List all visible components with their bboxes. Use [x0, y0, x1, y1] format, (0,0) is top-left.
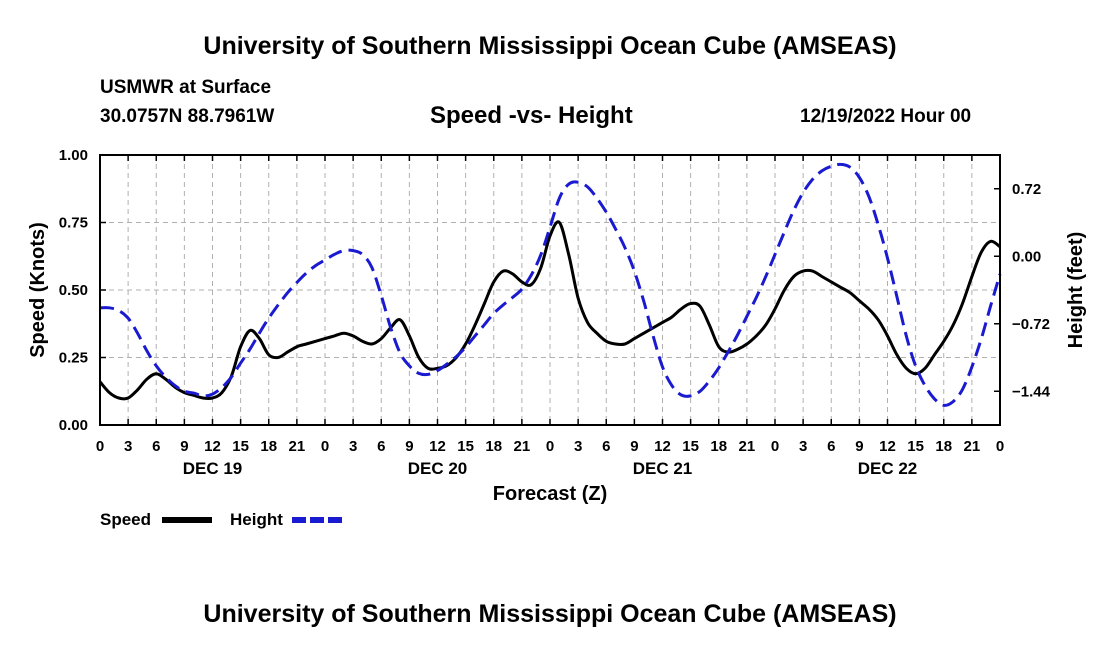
- x-tick-label: 12: [429, 438, 446, 455]
- x-tick-label: 3: [349, 438, 357, 455]
- x-tick-label: 3: [574, 438, 582, 455]
- speed-series-line: [98, 220, 1001, 401]
- x-tick-label: 9: [855, 438, 863, 455]
- y-tick-label: 0.75: [59, 215, 88, 232]
- x-tick-label: 18: [935, 438, 952, 455]
- x-tick-label: 18: [485, 438, 502, 455]
- x-tick-label: 15: [682, 438, 699, 455]
- x-tick-label: 0: [96, 438, 104, 455]
- x-tick-label: 3: [799, 438, 807, 455]
- x-tick-label: 12: [654, 438, 671, 455]
- x-tick-label: 6: [377, 438, 385, 455]
- x-tick-label: 6: [827, 438, 835, 455]
- x-tick-label: 15: [907, 438, 924, 455]
- y-axis-label: Speed (Knots): [27, 222, 49, 358]
- x-tick-label: 6: [152, 438, 160, 455]
- y-tick-label: 1.00: [59, 147, 88, 164]
- page-title-top: University of Southern Mississippi Ocean…: [203, 32, 897, 60]
- y2-tick-label: −0.72: [1012, 316, 1050, 333]
- chart-title: Speed -vs- Height: [430, 102, 633, 129]
- x-tick-label: 21: [964, 438, 981, 455]
- y2-tick-label: 0.72: [1012, 181, 1041, 198]
- legend: Speed Height: [100, 510, 342, 529]
- x-axis-label: Forecast (Z): [493, 483, 607, 505]
- y2-tick-label: 0.00: [1012, 248, 1041, 265]
- x-tick-label: 15: [232, 438, 249, 455]
- x-tick-label: 0: [321, 438, 329, 455]
- x-tick-label: 6: [602, 438, 610, 455]
- day-label: DEC 19: [183, 459, 243, 478]
- y-tick-label: 0.25: [59, 350, 88, 367]
- y2-tick-label: −1.44: [1012, 383, 1051, 400]
- x-tick-label: 9: [180, 438, 188, 455]
- axis-labels: 0 3 6 9 12 15 18 21 0 3 6 9 12 15 18 21 0 3 6 9 12 15 18 21 0 3 6 9…: [59, 147, 1051, 478]
- x-tick-label: 21: [739, 438, 756, 455]
- day-label: DEC 21: [633, 459, 693, 478]
- y-tick-label: 0.50: [59, 282, 88, 299]
- x-tick-label: 9: [630, 438, 638, 455]
- x-tick-label: 21: [289, 438, 306, 455]
- x-tick-label: 12: [879, 438, 896, 455]
- x-tick-label: 12: [204, 438, 221, 455]
- x-tick-label: 0: [996, 438, 1004, 455]
- legend-label-height: Height: [230, 510, 283, 529]
- legend-label-speed: Speed: [100, 510, 151, 529]
- y-tick-label: 0.00: [59, 417, 88, 434]
- page-title-bottom: University of Southern Mississippi Ocean…: [203, 600, 897, 628]
- date-label: 12/19/2022 Hour 00: [800, 106, 972, 127]
- x-tick-label: 21: [514, 438, 531, 455]
- x-tick-label: 9: [405, 438, 413, 455]
- y2-axis-label: Height (feet): [1065, 232, 1087, 349]
- axis-ticks: [99, 154, 1001, 426]
- x-tick-label: 0: [546, 438, 554, 455]
- day-label: DEC 20: [408, 459, 468, 478]
- height-series-line: [99, 162, 1002, 407]
- x-tick-label: 18: [260, 438, 277, 455]
- x-tick-label: 18: [710, 438, 727, 455]
- coords-label: 30.0757N 88.7961W: [100, 106, 275, 127]
- station-label: USMWR at Surface: [100, 77, 272, 98]
- speed-height-chart: 0 3 6 9 12 15 18 21 0 3 6 9 12 15 18 21 0 3 6 9 12 15 18 21 0 3 6 9…: [27, 147, 1087, 529]
- x-tick-label: 3: [124, 438, 132, 455]
- x-tick-label: 15: [457, 438, 474, 455]
- series-lines: [98, 162, 1002, 407]
- x-tick-label: 0: [771, 438, 779, 455]
- grid-lines: [100, 155, 1000, 425]
- day-label: DEC 22: [858, 459, 918, 478]
